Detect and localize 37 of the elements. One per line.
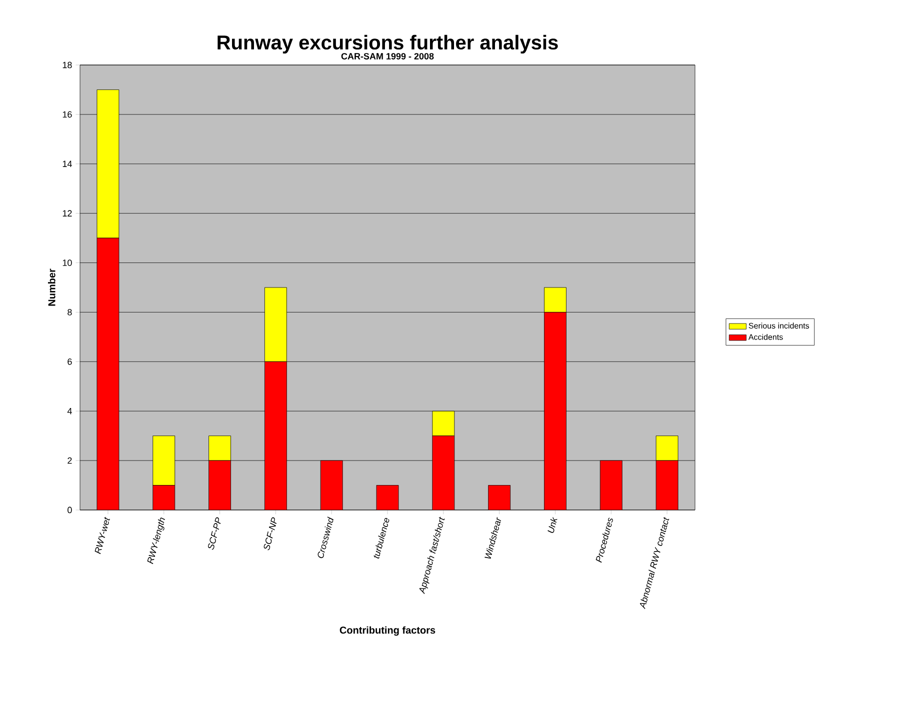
y-tick-label: 10 <box>62 260 72 266</box>
bar <box>208 436 231 461</box>
bar <box>432 410 455 436</box>
y-tick-label: 8 <box>68 309 72 316</box>
chart-title: Runway excursions further analysis <box>218 34 558 54</box>
bar <box>600 460 622 510</box>
x-axis-title: Contributing factors <box>340 626 436 636</box>
bar <box>544 312 566 510</box>
y-tick-label: 0 <box>68 506 72 514</box>
bar <box>96 238 120 510</box>
y-tick-label: 6 <box>68 358 72 365</box>
y-tick-label: 2 <box>68 457 72 464</box>
bar <box>152 436 176 486</box>
legend-label: Accidents <box>748 334 783 340</box>
bar <box>544 287 566 312</box>
bar <box>264 361 287 510</box>
x-tick-label: Approach fast/short <box>419 516 445 594</box>
y-axis-title: Number <box>48 268 56 306</box>
y-tick-label: 12 <box>62 210 72 216</box>
bar <box>488 485 511 510</box>
bar <box>656 460 678 510</box>
bar <box>432 436 455 510</box>
y-tick-label: 16 <box>62 111 72 118</box>
x-tick-label: Unk <box>548 516 558 533</box>
chart-subtitle: CAR-SAM 1999 - 2008 <box>341 53 434 60</box>
legend-label: Serious incidents <box>748 322 810 329</box>
bar <box>320 460 343 510</box>
bar <box>376 485 399 510</box>
x-tick-label: Abnormal RWY contact <box>640 516 670 610</box>
bar <box>264 287 287 362</box>
bar <box>152 485 176 510</box>
y-tick-label: 14 <box>62 160 72 167</box>
bar <box>208 460 231 510</box>
y-tick-label: 18 <box>62 62 72 68</box>
y-tick-label: 4 <box>67 408 72 414</box>
x-tick-label: SCF-NP <box>264 517 276 550</box>
x-tick-label: SCF-PP <box>208 517 221 550</box>
